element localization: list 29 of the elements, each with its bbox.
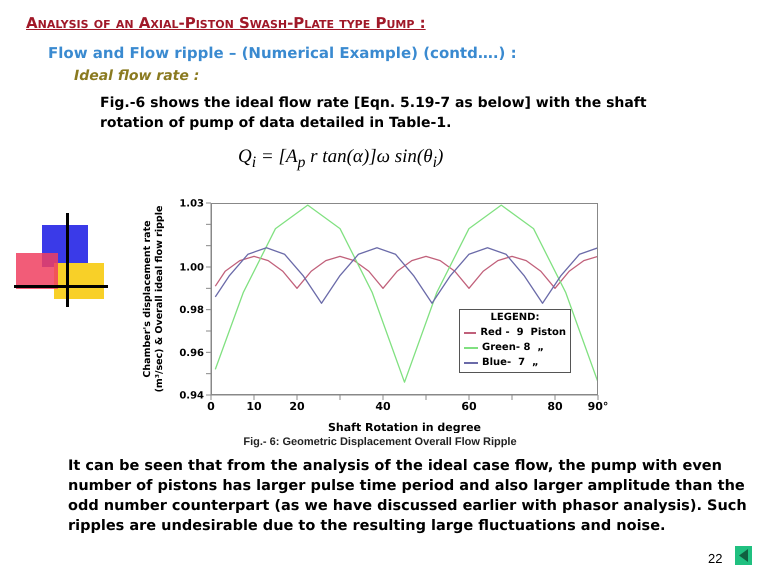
line-series (214, 247, 598, 304)
legend-label: Blue- 7 „ (482, 357, 539, 368)
line-series (214, 204, 598, 383)
y-tick-label: 0.96 (179, 348, 204, 359)
x-tick-label: 60 (461, 400, 477, 413)
y-tick-label: 1.00 (179, 262, 204, 274)
legend-label: Red - 9 Piston (480, 327, 566, 338)
chart-subtitle: Flow and Flow ripple – (Numerical Example) (contd….) : (48, 44, 517, 62)
text: Q$_{i}$ = [A$_{p}$ r tan(α)]ω sin(θ$_{i}$) (238, 146, 444, 172)
text: It can be seen that from the analysis of the ideal case flow, the pump with even number of pistons has larger pulse time period and also larger amplitude than the odd number counterpart (as we have discussed earlier with phasor analysis). Such ripples are undesirable due to the resulting large fluctuations and noise. (68, 457, 748, 536)
chart-title: Analysis of an Axial-Piston Swash-Plate type Pump : (26, 14, 426, 32)
text: Fig.-6 shows the ideal flow rate [Eqn. 5.19-7 as below] with the shaft rotation of pump of data detailed in Table-1. (100, 94, 648, 133)
y-tick-label: 0.98 (179, 305, 204, 316)
line-series (214, 256, 598, 289)
x-tick-label: 0 (207, 400, 216, 413)
legend-label: Green- 8 „ (482, 342, 544, 353)
y-tick-label: 0.94 (179, 390, 204, 402)
y-axis-title: Chamber's displacement rate (m³/sec) & Overall ideal flow ripple (142, 204, 166, 394)
legend-title: LEGEND: (490, 312, 540, 323)
x-tick-label: 90° (588, 400, 608, 413)
x-axis-title: Shaft Rotation in degree (328, 421, 481, 434)
x-tick-label: 20 (289, 400, 305, 413)
y-tick-label: 1.03 (179, 198, 204, 210)
text: Ideal flow rate : (74, 68, 200, 84)
x-tick-label: 40 (375, 400, 391, 413)
x-tick-label: 80 (547, 400, 563, 413)
x-tick-label: 10 (246, 400, 262, 413)
text: Fig.- 6: Geometric Displacement Overall Flow Ripple (242, 436, 518, 448)
text: 22 (708, 551, 722, 566)
